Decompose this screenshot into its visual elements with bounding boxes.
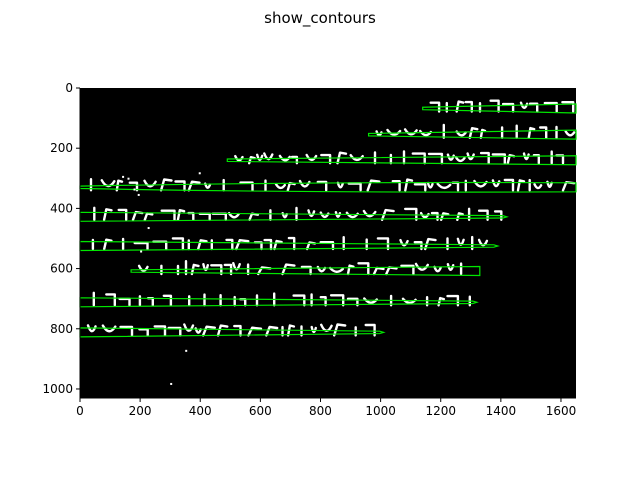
- x-tick-label: 600: [249, 404, 272, 418]
- x-tick-label: 800: [309, 404, 332, 418]
- y-tick-label: 800: [50, 322, 73, 336]
- noise-speck: [133, 188, 136, 191]
- handwriting-line: [86, 323, 376, 337]
- handwriting-line: [234, 150, 565, 165]
- y-tick-label: 0: [65, 81, 73, 95]
- line-contour: [226, 155, 577, 166]
- x-tick-label: 0: [76, 404, 84, 418]
- noise-speck: [147, 227, 150, 230]
- y-tick-label: 400: [50, 201, 73, 215]
- handwriting-line: [375, 123, 576, 139]
- x-tick-label: 1200: [425, 404, 456, 418]
- y-tick-label: 600: [50, 262, 73, 276]
- y-axis: 0 200 400 600 800 1000: [42, 81, 81, 398]
- figure-title: show_contours: [264, 9, 376, 28]
- handwriting-ink: [86, 99, 576, 337]
- line-contour: [367, 129, 577, 140]
- x-tick-label: 200: [129, 404, 152, 418]
- noise-specks: [122, 172, 201, 385]
- noise-speck: [198, 172, 201, 175]
- noise-speck: [185, 349, 188, 352]
- noise-speck: [170, 382, 173, 385]
- noise-speck: [140, 250, 143, 253]
- line-contour: [422, 103, 577, 114]
- x-tick-label: 1000: [365, 404, 396, 418]
- handwriting-line: [89, 178, 576, 192]
- noise-speck: [122, 175, 125, 178]
- x-tick-label: 1600: [546, 404, 577, 418]
- noise-speck: [127, 177, 130, 180]
- line-contour: [130, 265, 481, 277]
- x-tick-label: 400: [189, 404, 212, 418]
- y-tick-label: 1000: [42, 382, 73, 396]
- image-plot: [79, 88, 577, 398]
- line-contour: [79, 181, 577, 193]
- x-tick-label: 1400: [486, 404, 517, 418]
- y-tick-label: 200: [50, 141, 73, 155]
- x-axis: 0 200 400 600 800 1000 1200 1400 1600: [76, 397, 577, 418]
- noise-speck: [137, 193, 140, 196]
